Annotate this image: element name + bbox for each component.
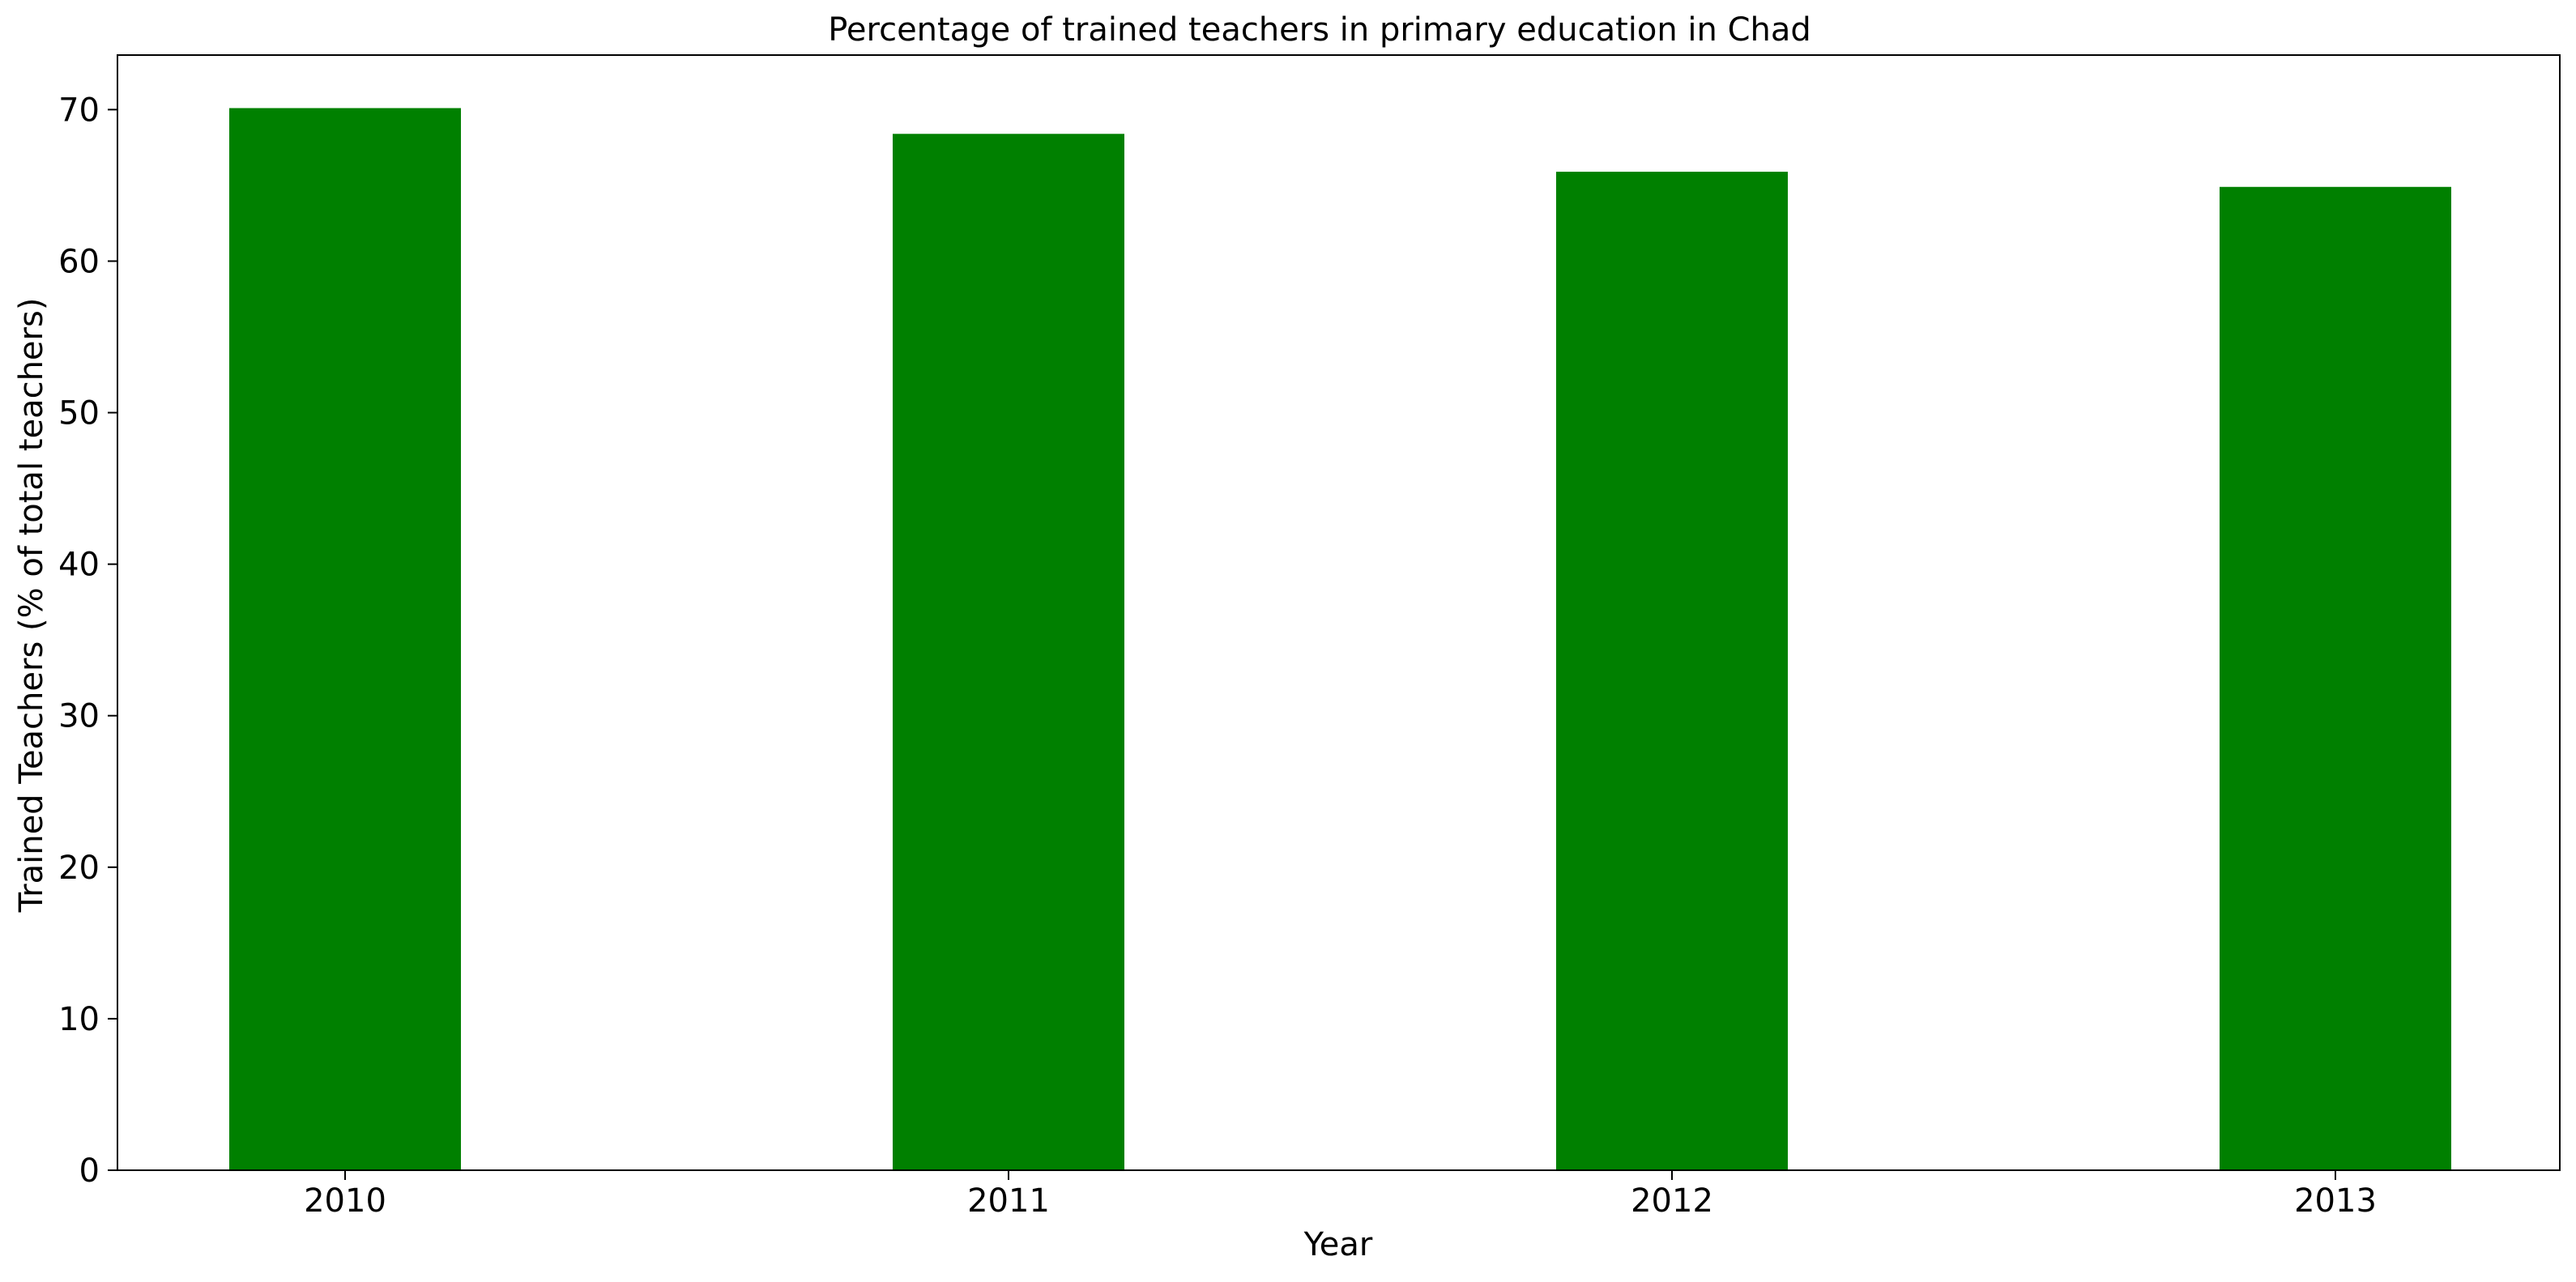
y-axis-label: Trained Teachers (% of total teachers): [13, 298, 50, 914]
bar-2013: [2220, 186, 2451, 1170]
bar-2011: [893, 134, 1124, 1170]
y-tick-label: 30: [58, 698, 100, 735]
x-tick-label: 2010: [304, 1182, 386, 1220]
chart-title: Percentage of trained teachers in primar…: [828, 11, 1811, 49]
y-tick-label: 0: [79, 1152, 100, 1190]
y-tick-label: 10: [58, 1001, 100, 1038]
bar-2010: [229, 108, 461, 1171]
x-tick-label: 2011: [967, 1182, 1050, 1220]
y-tick-label: 70: [58, 92, 100, 129]
y-axis: 0 10 20 30 40 50 60 70: [58, 92, 117, 1190]
x-tick-label: 2012: [1631, 1182, 1713, 1220]
x-tick-label: 2013: [2294, 1182, 2377, 1220]
bar-2012: [1556, 172, 1788, 1170]
y-tick-label: 60: [58, 243, 100, 280]
plot-area: [117, 54, 2561, 1171]
y-tick-label: 50: [58, 395, 100, 432]
x-axis-label: Year: [1303, 1226, 1373, 1263]
y-tick-label: 40: [58, 547, 100, 584]
y-tick-label: 20: [58, 850, 100, 887]
x-axis: 2010 2011 2012 2013: [304, 1170, 2377, 1220]
plot-frame: [117, 54, 2561, 1171]
